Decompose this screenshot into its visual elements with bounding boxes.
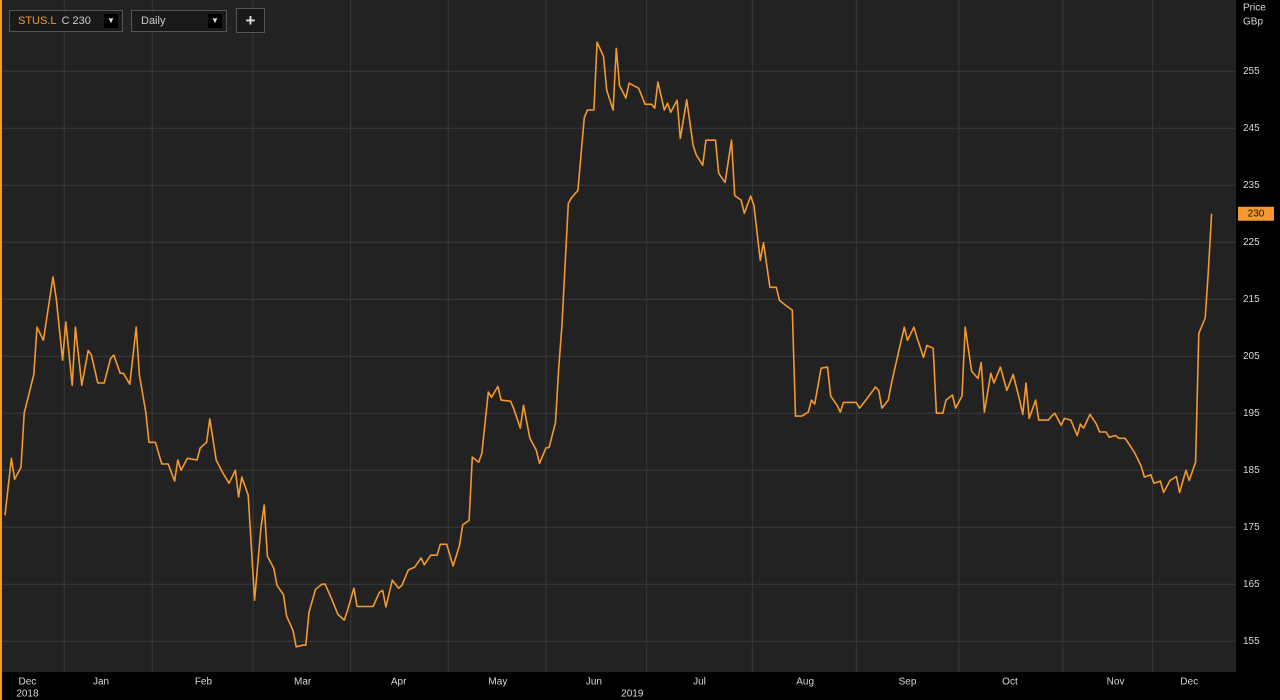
price-line [4, 41, 1213, 648]
y-tick-label: 185 [1243, 465, 1260, 476]
y-tick-label: 215 [1243, 294, 1260, 305]
x-tick-label: Feb [195, 677, 213, 688]
x-tick-label: May [488, 677, 507, 688]
add-button[interactable]: + [236, 8, 265, 33]
x-tick-label: Jan [93, 677, 109, 688]
x-tick-label: Oct [1002, 677, 1018, 688]
year-label: 2018 [16, 689, 39, 700]
close-value: 230 [72, 15, 91, 27]
last-price-label: 230 [1248, 208, 1265, 219]
last-price-box [1238, 206, 1274, 221]
x-tick-label: Mar [294, 677, 312, 688]
x-tick-label: Aug [796, 677, 814, 688]
x-tick-label: Dec [19, 677, 37, 688]
y-tick-label: 225 [1243, 237, 1260, 248]
close-prefix: C [61, 15, 70, 27]
x-tick-label: Sep [899, 677, 917, 688]
symbol: STUS.L [18, 15, 57, 27]
y-axis-unit: GBp [1243, 17, 1263, 28]
y-tick-label: 235 [1243, 180, 1260, 191]
symbol-selector[interactable]: STUS.L C 230 ▼ [9, 10, 123, 32]
x-tick-label: Apr [391, 677, 407, 688]
y-tick-label: 165 [1243, 579, 1260, 590]
y-tick-label: 205 [1243, 351, 1260, 362]
x-tick-label: Dec [1180, 677, 1198, 688]
y-tick-label: 255 [1243, 66, 1260, 77]
y-tick-label: 155 [1243, 636, 1260, 647]
left-edge [0, 0, 2, 700]
x-tick-label: Jul [693, 677, 706, 688]
interval: Daily [141, 15, 166, 27]
y-tick-label: 195 [1243, 408, 1260, 419]
interval-selector[interactable]: Daily ▼ [131, 10, 227, 32]
y-tick-label: 175 [1243, 522, 1260, 533]
plot-area [2, 0, 1236, 672]
x-tick-label: Jun [586, 677, 602, 688]
y-tick-label: 245 [1243, 123, 1260, 134]
y-axis-title: Price [1243, 3, 1266, 14]
dropdown-arrow: ▼ [104, 14, 118, 28]
x-tick-label: Nov [1107, 677, 1125, 688]
year-label: 2019 [621, 689, 644, 700]
dropdown-arrow: ▼ [208, 14, 222, 28]
